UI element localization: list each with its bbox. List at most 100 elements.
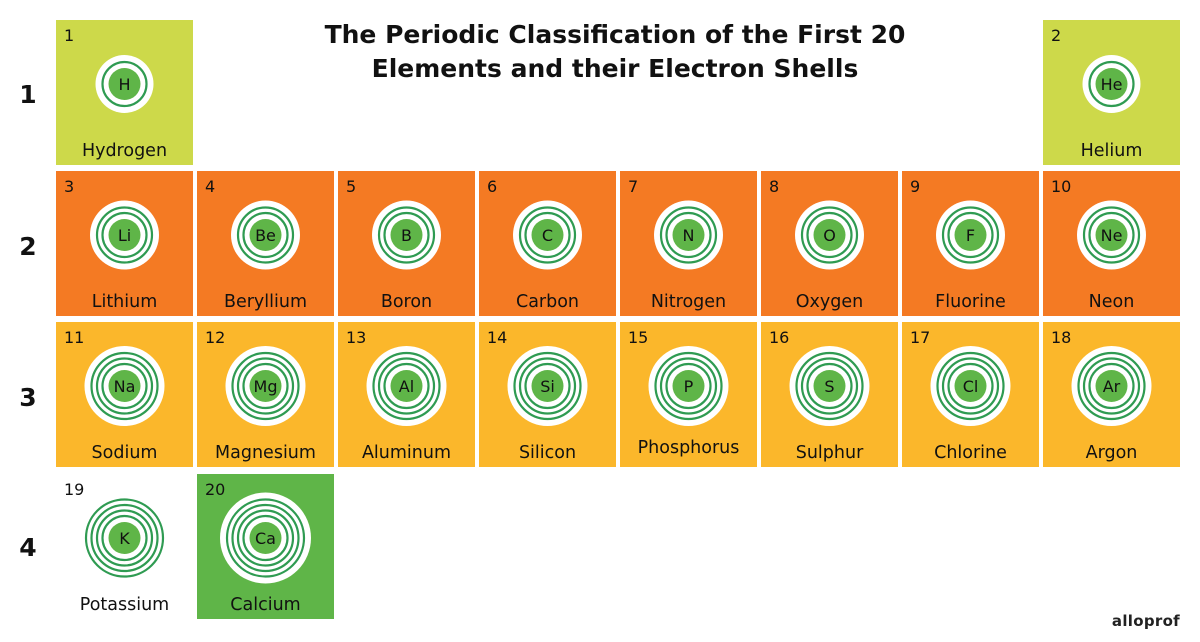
- element-symbol: N: [683, 226, 695, 245]
- element-cell-nitrogen: 7 N Nitrogen: [620, 171, 757, 316]
- nucleus: [1095, 219, 1128, 251]
- electron-shell: [236, 206, 295, 264]
- element-cell-argon: 18 Ar Argon: [1043, 322, 1180, 467]
- electron-shell: [101, 514, 148, 562]
- electron-shell: [795, 351, 864, 421]
- element-name: Nitrogen: [650, 292, 727, 312]
- element-name: Hydrogen: [81, 141, 168, 161]
- element-symbol: Cl: [963, 377, 979, 396]
- nucleus: [108, 68, 141, 100]
- element-symbol: O: [823, 226, 836, 245]
- electron-shell: [800, 357, 859, 415]
- atomic-number: 4: [205, 177, 216, 196]
- electron-shell: [665, 211, 712, 259]
- nucleus: [813, 219, 846, 251]
- atomic-number: 7: [628, 177, 639, 196]
- electron-shell: [1088, 211, 1135, 259]
- electron-shell: [1088, 362, 1135, 410]
- element-name: Silicon: [518, 443, 577, 463]
- element-name: Fluorine: [935, 292, 1006, 312]
- element-symbol: Ar: [1103, 377, 1121, 396]
- nucleus: [672, 370, 705, 402]
- electron-shell: [665, 362, 712, 410]
- element-cell-lithium: 3 Li Lithium: [56, 171, 193, 316]
- electron-shell: [654, 351, 723, 421]
- element-cell-helium: 2 He Helium: [1043, 20, 1180, 165]
- nucleus: [108, 522, 141, 554]
- nucleus: [954, 219, 987, 251]
- nucleus: [390, 219, 423, 251]
- electron-shell: [242, 514, 289, 562]
- nucleus: [531, 219, 564, 251]
- electron-shell: [231, 503, 300, 573]
- electron-shell: [1077, 351, 1146, 421]
- period-label-3: 3: [19, 383, 37, 412]
- atomic-number: 8: [769, 177, 780, 196]
- element-symbol: Mg: [254, 377, 278, 396]
- element-symbol: Ca: [255, 529, 276, 548]
- element-symbol: Be: [255, 226, 276, 245]
- element-cell-neon: 10 Ne Neon: [1043, 171, 1180, 316]
- element-cell-potassium: 19 K Potassium: [56, 474, 193, 619]
- electron-shell: [377, 357, 436, 415]
- atom-diagram: Be: [231, 200, 300, 270]
- electron-shell: [101, 60, 148, 108]
- element-symbol: C: [542, 226, 553, 245]
- electron-shell: [659, 206, 718, 264]
- electron-shell: [236, 509, 295, 567]
- element-cell-chlorine: 17 Cl Chlorine: [902, 322, 1039, 467]
- atom-diagram: O: [795, 200, 864, 270]
- atom-diagram: B: [372, 200, 441, 270]
- electron-shell: [95, 357, 154, 415]
- atomic-number: 20: [205, 480, 226, 499]
- atom-diagram: S: [789, 346, 870, 426]
- electron-shell: [518, 206, 577, 264]
- atomic-number: 19: [64, 480, 85, 499]
- element-name: Potassium: [79, 595, 170, 615]
- element-cell-hydrogen: 1 H Hydrogen: [56, 20, 193, 165]
- electron-shell: [95, 206, 154, 264]
- element-cell-magnesium: 12 Mg Magnesium: [197, 322, 334, 467]
- electron-shell: [101, 211, 148, 259]
- element-symbol: F: [966, 226, 975, 245]
- electron-shell: [383, 211, 430, 259]
- atomic-number: 2: [1051, 26, 1062, 45]
- element-cell-silicon: 14 Si Silicon: [479, 322, 616, 467]
- electron-shell: [947, 362, 994, 410]
- element-symbol: He: [1101, 75, 1123, 94]
- brand-logo: alloprof: [1111, 612, 1180, 630]
- atomic-number: 1: [64, 26, 75, 45]
- electron-shell: [231, 351, 300, 421]
- period-label-1: 1: [19, 80, 37, 109]
- electron-shell: [225, 498, 306, 578]
- electron-shell: [941, 357, 1000, 415]
- element-cell-sulphur: 16 S Sulphur: [761, 322, 898, 467]
- electron-shell: [377, 206, 436, 264]
- electron-shell: [383, 362, 430, 410]
- electron-shell: [800, 206, 859, 264]
- nucleus: [108, 219, 141, 251]
- electron-shell: [524, 362, 571, 410]
- atom-diagram: Mg: [225, 346, 306, 426]
- nucleus: [531, 370, 564, 402]
- electron-shell: [90, 351, 159, 421]
- electron-shell: [518, 357, 577, 415]
- element-name: Chlorine: [934, 443, 1007, 463]
- electron-shell: [236, 357, 295, 415]
- atom-diagram: Ne: [1077, 200, 1146, 270]
- nucleus: [390, 370, 423, 402]
- element-symbol: K: [119, 529, 130, 548]
- element-name: Sulphur: [795, 443, 864, 463]
- atom-diagram: P: [648, 346, 729, 426]
- electron-shell: [806, 211, 853, 259]
- atomic-number: 15: [628, 328, 649, 347]
- nucleus: [108, 370, 141, 402]
- atom-diagram: K: [79, 492, 170, 584]
- atom-diagram: Li: [90, 200, 159, 270]
- element-name: Argon: [1085, 443, 1138, 463]
- electron-shell: [1082, 206, 1141, 264]
- element-symbol: Na: [114, 377, 136, 396]
- element-name: Magnesium: [215, 443, 316, 463]
- atomic-number: 18: [1051, 328, 1072, 347]
- atomic-number: 12: [205, 328, 226, 347]
